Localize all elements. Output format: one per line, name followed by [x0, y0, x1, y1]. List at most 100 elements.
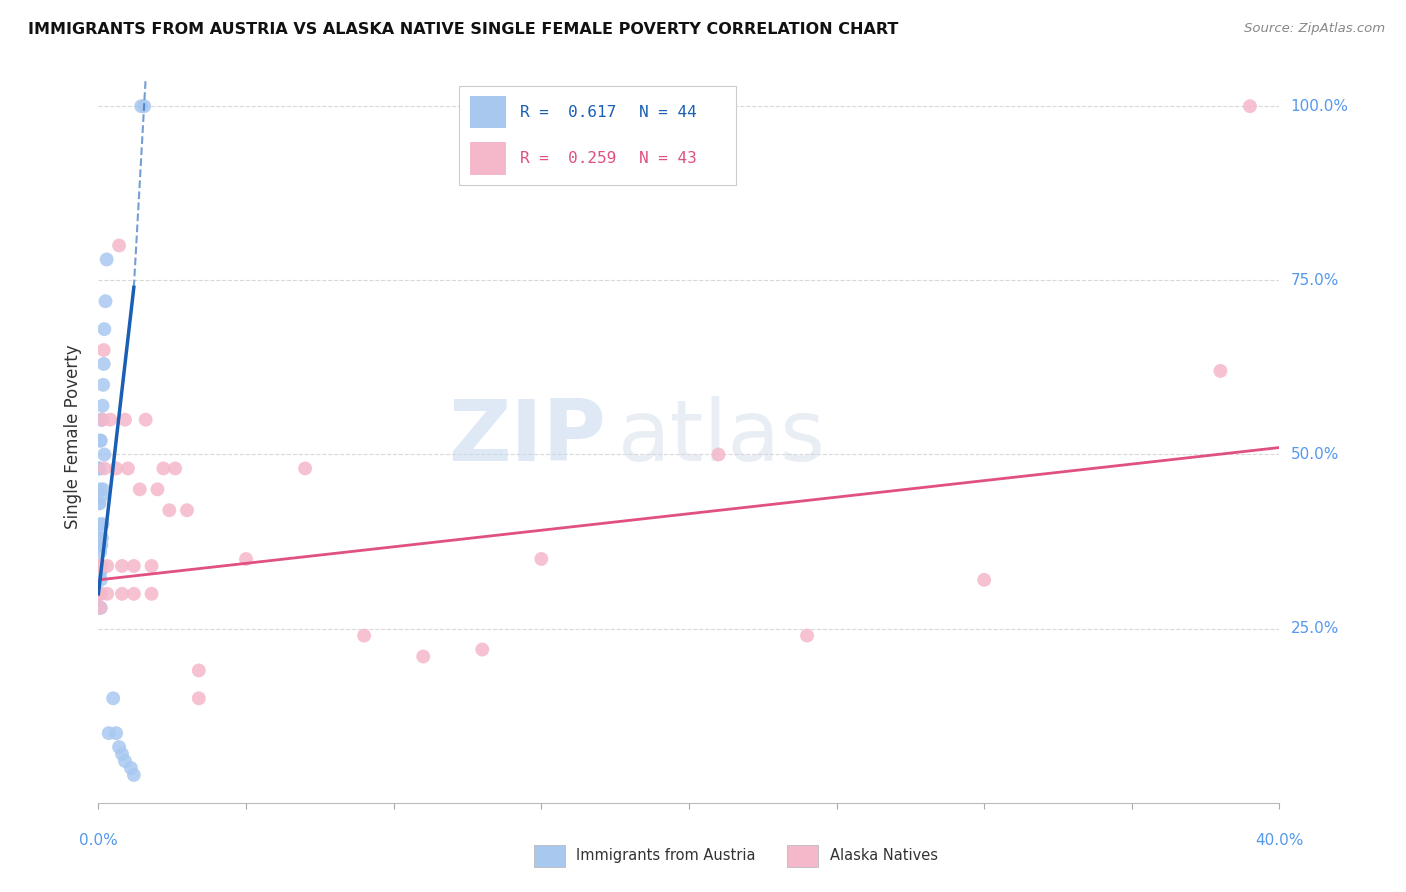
- Text: Alaska Natives: Alaska Natives: [830, 848, 938, 863]
- Point: [89, 587, 111, 601]
- Text: 0.0%: 0.0%: [79, 833, 118, 848]
- Point: [91, 399, 114, 413]
- Point: [114, 754, 136, 768]
- Point: [111, 587, 134, 601]
- Point: [89, 566, 111, 580]
- Point: [146, 483, 169, 497]
- Point: [165, 461, 187, 475]
- Text: Source: ZipAtlas.com: Source: ZipAtlas.com: [1244, 22, 1385, 36]
- Point: [105, 461, 128, 475]
- Point: [93, 343, 115, 357]
- Point: [108, 238, 131, 252]
- Point: [87, 496, 110, 510]
- Point: [707, 448, 730, 462]
- Point: [93, 461, 115, 475]
- Point: [122, 587, 145, 601]
- Point: [187, 691, 209, 706]
- Point: [796, 629, 818, 643]
- Point: [90, 558, 112, 573]
- Point: [94, 294, 117, 309]
- Point: [120, 761, 142, 775]
- Point: [93, 322, 115, 336]
- Point: [96, 558, 118, 573]
- Point: [89, 558, 111, 573]
- Point: [90, 412, 112, 426]
- Text: 40.0%: 40.0%: [1256, 833, 1303, 848]
- Point: [89, 600, 111, 615]
- Text: 50.0%: 50.0%: [1291, 447, 1339, 462]
- Point: [89, 545, 111, 559]
- Point: [89, 434, 111, 448]
- Text: IMMIGRANTS FROM AUSTRIA VS ALASKA NATIVE SINGLE FEMALE POVERTY CORRELATION CHART: IMMIGRANTS FROM AUSTRIA VS ALASKA NATIVE…: [28, 22, 898, 37]
- Point: [111, 747, 134, 761]
- Point: [114, 412, 136, 426]
- Point: [90, 434, 112, 448]
- Point: [128, 483, 150, 497]
- Point: [129, 99, 152, 113]
- Point: [90, 538, 112, 552]
- Point: [87, 587, 110, 601]
- Point: [471, 642, 494, 657]
- Point: [90, 600, 112, 615]
- Point: [87, 566, 110, 580]
- Point: [111, 558, 134, 573]
- Point: [90, 538, 112, 552]
- Point: [117, 461, 139, 475]
- Text: Immigrants from Austria: Immigrants from Austria: [576, 848, 756, 863]
- Point: [96, 587, 118, 601]
- Point: [105, 726, 128, 740]
- Point: [96, 252, 118, 267]
- Point: [89, 566, 111, 580]
- Point: [89, 517, 111, 532]
- Point: [108, 740, 131, 755]
- Y-axis label: Single Female Poverty: Single Female Poverty: [65, 345, 83, 529]
- Point: [176, 503, 198, 517]
- Point: [973, 573, 995, 587]
- Point: [294, 461, 316, 475]
- Point: [235, 552, 257, 566]
- Point: [134, 99, 156, 113]
- Point: [141, 587, 163, 601]
- Text: 100.0%: 100.0%: [1291, 99, 1348, 113]
- Point: [87, 461, 110, 475]
- Point: [89, 461, 111, 475]
- Point: [157, 503, 180, 517]
- Point: [89, 600, 111, 615]
- Point: [89, 483, 111, 497]
- Point: [93, 357, 115, 371]
- Point: [89, 531, 111, 545]
- Point: [187, 664, 209, 678]
- Text: 25.0%: 25.0%: [1291, 621, 1339, 636]
- Text: ZIP: ZIP: [449, 395, 606, 479]
- Point: [152, 461, 174, 475]
- Point: [89, 496, 111, 510]
- Point: [87, 531, 110, 545]
- Point: [122, 558, 145, 573]
- Text: atlas: atlas: [619, 395, 827, 479]
- Text: 75.0%: 75.0%: [1291, 273, 1339, 288]
- Point: [103, 691, 125, 706]
- Point: [1239, 99, 1261, 113]
- Point: [412, 649, 434, 664]
- Point: [530, 552, 553, 566]
- Point: [91, 483, 114, 497]
- Point: [87, 600, 110, 615]
- Point: [90, 573, 112, 587]
- Point: [91, 377, 114, 392]
- Point: [97, 726, 120, 740]
- Point: [1209, 364, 1232, 378]
- Point: [89, 587, 111, 601]
- Point: [93, 448, 115, 462]
- Point: [353, 629, 375, 643]
- Point: [141, 558, 163, 573]
- Point: [122, 768, 145, 782]
- Point: [90, 587, 112, 601]
- Point: [91, 531, 114, 545]
- Point: [98, 412, 121, 426]
- Point: [91, 412, 114, 426]
- Point: [91, 517, 114, 532]
- Point: [91, 412, 114, 426]
- Point: [90, 489, 112, 503]
- Point: [87, 558, 110, 573]
- Point: [135, 412, 157, 426]
